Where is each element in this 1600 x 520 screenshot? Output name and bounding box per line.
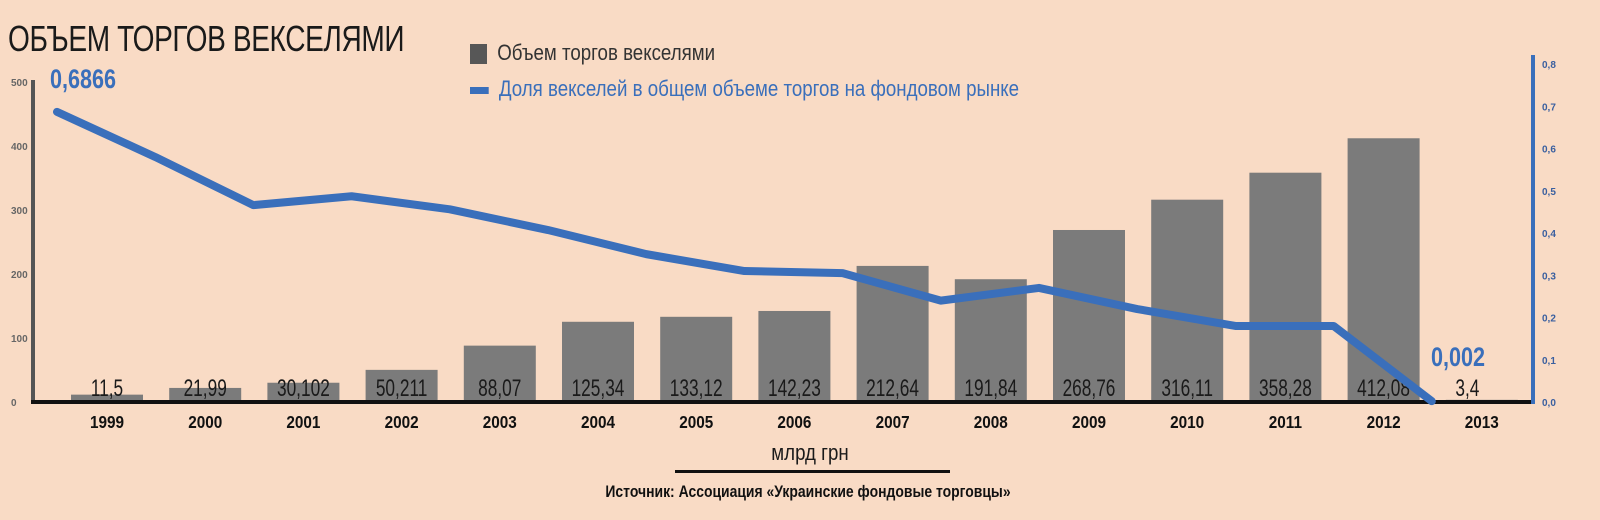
legend-item-share: Доля векселей в общем объеме торгов на ф…: [470, 76, 1019, 102]
x-tick-label: 2011: [1269, 412, 1302, 432]
annotation-last: 0,002: [1431, 343, 1485, 373]
chart-title: ОБЪЕМ ТОРГОВ ВЕКСЕЛЯМИ: [8, 18, 405, 59]
x-tick-label: 2010: [1170, 412, 1204, 432]
legend-label-volume: Объем торгов векселями: [497, 40, 716, 65]
x-tick-label: 2004: [581, 412, 616, 432]
bar-2012: [1347, 138, 1420, 402]
right-tick-label: 0,4: [1542, 229, 1556, 240]
right-tick-label: 0,3: [1542, 271, 1556, 282]
bar-2004: [562, 321, 634, 402]
bar-2002: [365, 369, 438, 402]
data-label: 30,102: [277, 375, 330, 401]
right-tick-label: 0,6: [1542, 145, 1556, 156]
bar-1999: [71, 394, 143, 402]
bar-2003: [463, 345, 536, 402]
bar-2009: [1053, 229, 1125, 402]
bar-2001: [267, 382, 340, 402]
data-label: 316,11: [1161, 375, 1213, 401]
right-tick-label: 0,8: [1542, 60, 1556, 71]
right-tick-label: 0,0: [1542, 398, 1556, 409]
legend-swatch-line: [470, 86, 489, 94]
data-label: 142,23: [768, 375, 821, 401]
share-line: [53, 107, 1436, 406]
source-note: Источник: Ассоциация «Украинские фондовы…: [605, 482, 1011, 501]
x-tick-label: 2005: [679, 412, 713, 432]
left-tick-label: 300: [11, 206, 28, 217]
data-label: 3,4: [1455, 375, 1479, 401]
legend-swatch-bar: [470, 44, 487, 65]
data-label: 11,5: [91, 375, 123, 401]
bar-2011: [1249, 172, 1322, 402]
x-tick-label: 2013: [1465, 412, 1499, 432]
data-label: 21,99: [184, 375, 227, 401]
bar-2005: [660, 316, 733, 402]
x-tick-label: 2008: [974, 412, 1008, 432]
right-tick-label: 0,1: [1542, 356, 1556, 367]
x-tick-label: 2006: [777, 412, 811, 432]
x-tick-label: 2007: [876, 412, 910, 432]
x-tick-label: 2002: [385, 412, 419, 432]
data-label: 191,84: [964, 375, 1017, 401]
annotation-first: 0,6866: [50, 65, 116, 95]
bar-2010: [1151, 199, 1224, 402]
left-tick-label: 0: [11, 398, 17, 409]
bar-2006: [758, 310, 831, 402]
x-tick-label: 1999: [90, 412, 124, 432]
left-tick-label: 200: [11, 270, 28, 281]
x-tick-label: 2009: [1072, 412, 1106, 432]
x-tick-label: 2001: [286, 412, 320, 432]
bar-2000: [169, 387, 242, 402]
left-tick-label: 100: [11, 334, 28, 345]
left-tick-label: 500: [11, 78, 28, 89]
data-label: 50,211: [376, 375, 428, 401]
data-label: 133,12: [670, 375, 723, 401]
unit-underline: [675, 470, 950, 473]
left-tick-label: 400: [11, 142, 28, 153]
data-label: 358,28: [1259, 375, 1312, 401]
data-label: 88,07: [478, 375, 521, 401]
right-tick-label: 0,7: [1542, 102, 1556, 113]
right-tick-label: 0,2: [1542, 314, 1556, 325]
x-tick-label: 2000: [188, 412, 222, 432]
data-label: 212,64: [866, 375, 919, 401]
x-tick-label: 2003: [483, 412, 517, 432]
x-tick-label: 2012: [1367, 412, 1401, 432]
data-label: 268,76: [1063, 375, 1116, 401]
legend-label-share: Доля векселей в общем объеме торгов на ф…: [498, 76, 1020, 101]
right-tick-label: 0,5: [1542, 187, 1556, 198]
data-label: 125,34: [572, 375, 625, 401]
unit-label: млрд грн: [771, 440, 849, 465]
legend-item-volume: Объем торгов векселями: [470, 40, 715, 66]
